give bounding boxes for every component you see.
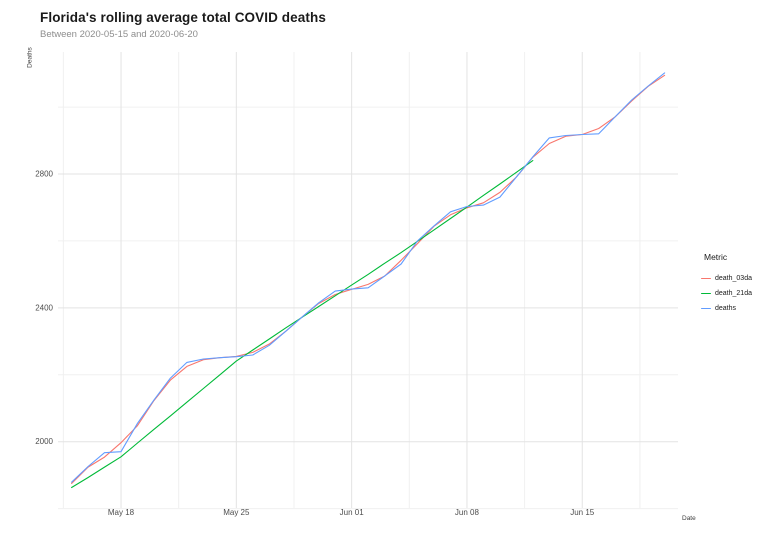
x-tick-label: May 25 xyxy=(223,508,250,517)
series-line-death_21da xyxy=(71,160,534,489)
series-line-deaths xyxy=(71,72,666,483)
legend-swatch-deaths xyxy=(701,308,711,309)
x-tick-label: May 18 xyxy=(108,508,135,517)
legend-item-death_21da: death_21da xyxy=(701,286,752,301)
x-tick-label: Jun 08 xyxy=(455,508,480,517)
legend-item-deaths: deaths xyxy=(701,301,752,316)
chart-title: Florida's rolling average total COVID de… xyxy=(40,10,326,25)
x-tick-label: Jun 15 xyxy=(570,508,595,517)
legend-title: Metric xyxy=(704,252,728,262)
legend-item-death_03da: death_03da xyxy=(701,271,752,286)
legend-label: death_21da xyxy=(715,290,752,297)
x-axis-title: Date xyxy=(682,515,696,522)
legend-swatch-death_21da xyxy=(701,293,711,294)
y-tick-label: 2800 xyxy=(35,169,53,178)
legend-label: deaths xyxy=(715,305,737,312)
legend-swatch-death_03da xyxy=(701,278,711,279)
chart-subtitle: Between 2020-05-15 and 2020-06-20 xyxy=(40,29,198,40)
y-tick-label: 2000 xyxy=(35,437,53,446)
x-tick-label: Jun 01 xyxy=(340,508,365,517)
legend-label: death_03da xyxy=(715,275,752,282)
y-tick-label: 2400 xyxy=(35,303,53,312)
series-line-death_03da xyxy=(71,74,666,485)
